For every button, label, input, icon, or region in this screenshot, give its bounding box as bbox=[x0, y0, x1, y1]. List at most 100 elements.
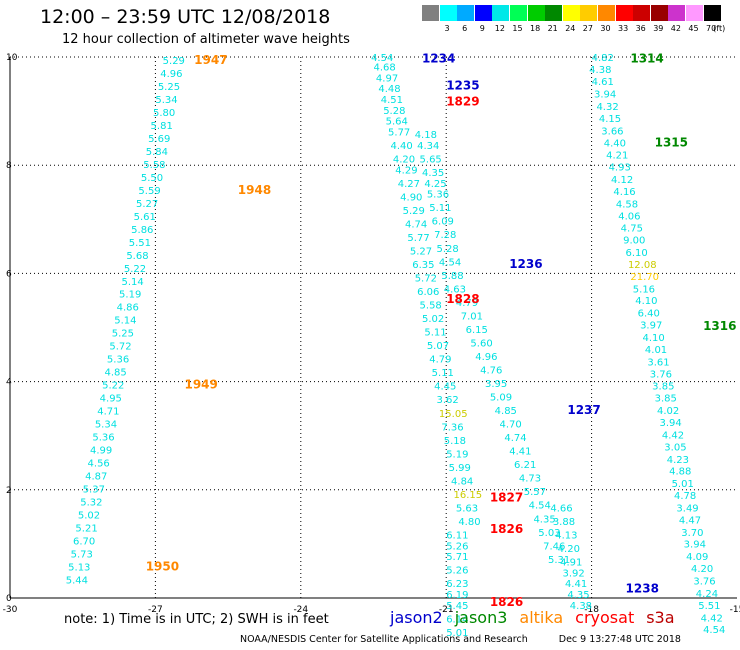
data-label: 7.01 bbox=[461, 311, 483, 322]
color-scale-label: 36 bbox=[635, 24, 646, 33]
data-label: 4.32 bbox=[596, 102, 618, 113]
y-tick-label: 4 bbox=[6, 378, 12, 388]
data-label: 4.91 bbox=[560, 558, 582, 569]
data-label: 5.77 bbox=[407, 233, 429, 244]
data-label: 5.11 bbox=[424, 328, 446, 339]
data-label: 5.25 bbox=[158, 82, 180, 93]
color-scale-label: 27 bbox=[582, 24, 593, 33]
data-label: 4.10 bbox=[635, 296, 657, 307]
data-label: 4.41 bbox=[509, 447, 531, 458]
data-label: 21.70 bbox=[630, 272, 659, 283]
color-swatch bbox=[703, 5, 721, 21]
satellite-legend-cryosat: cryosat bbox=[575, 608, 635, 627]
data-label: 3.94 bbox=[659, 418, 681, 429]
data-label: 5.22 bbox=[124, 264, 146, 275]
data-label: 4.82 bbox=[592, 53, 614, 64]
color-scale-label: 39 bbox=[653, 24, 664, 33]
data-label: 4.23 bbox=[667, 455, 689, 466]
color-scale-label: 3 bbox=[444, 24, 450, 33]
data-label: 4.70 bbox=[500, 420, 522, 431]
data-label: 5.11 bbox=[429, 203, 451, 214]
footnote: note: 1) Time is in UTC; 2) SWH is in fe… bbox=[64, 612, 329, 627]
data-label: 4.02 bbox=[657, 406, 679, 417]
track-time-label: 1828 bbox=[446, 292, 479, 306]
data-label: 4.20 bbox=[393, 154, 415, 165]
track-time-label: 1829 bbox=[446, 95, 479, 109]
data-label: 3.05 bbox=[664, 442, 686, 453]
data-label: 3.76 bbox=[693, 576, 715, 587]
y-tick-label: 8 bbox=[6, 161, 12, 171]
data-label: 5.18 bbox=[444, 436, 466, 447]
data-label: 5.02 bbox=[422, 314, 444, 325]
color-scale-label: 15 bbox=[512, 24, 523, 33]
data-label: 5.36 bbox=[107, 355, 129, 366]
color-scale-label: 21 bbox=[547, 24, 558, 33]
data-label: 5.37 bbox=[83, 485, 105, 496]
data-label: 4.97 bbox=[376, 73, 398, 84]
data-label: 4.96 bbox=[160, 69, 182, 80]
data-label: 3.85 bbox=[652, 382, 674, 393]
data-label: 5.19 bbox=[119, 290, 141, 301]
x-tick-label: -27 bbox=[148, 605, 163, 615]
data-label: 5.29 bbox=[163, 56, 185, 67]
data-label: 6.09 bbox=[432, 217, 454, 228]
data-label: 4.74 bbox=[405, 219, 427, 230]
data-label: 5.28 bbox=[437, 244, 459, 255]
data-label: 4.93 bbox=[609, 163, 631, 174]
data-label: 5.71 bbox=[446, 552, 468, 563]
data-label: 5.01 bbox=[446, 628, 468, 639]
y-tick-label: 10 bbox=[6, 53, 18, 63]
data-label: 6.21 bbox=[514, 460, 536, 471]
color-swatch bbox=[598, 5, 615, 21]
data-label: 4.29 bbox=[395, 165, 417, 176]
data-label: 5.22 bbox=[102, 381, 124, 392]
data-label: 4.13 bbox=[555, 530, 577, 541]
track-time-label: 1315 bbox=[655, 135, 688, 149]
data-label: 5.14 bbox=[121, 277, 143, 288]
data-label: 7.28 bbox=[434, 230, 456, 241]
data-label: 4.63 bbox=[444, 284, 466, 295]
color-scale-label: 18 bbox=[530, 24, 541, 33]
data-label: 4.51 bbox=[381, 95, 403, 106]
data-label: 12.08 bbox=[628, 260, 657, 271]
data-label: 5.07 bbox=[427, 341, 449, 352]
track-time-label: 1236 bbox=[509, 257, 542, 271]
data-label: 5.59 bbox=[138, 186, 160, 197]
color-swatch bbox=[580, 5, 598, 21]
data-label: 5.16 bbox=[633, 284, 655, 295]
data-label: 9.00 bbox=[623, 236, 645, 247]
page-title: 12:00 – 23:59 UTC 12/08/2018 bbox=[40, 6, 331, 28]
data-label: 4.79 bbox=[429, 355, 451, 366]
data-label: 4.27 bbox=[398, 179, 420, 190]
data-label: 3.49 bbox=[676, 503, 698, 514]
data-label: 4.76 bbox=[480, 365, 502, 376]
data-label: 5.45 bbox=[446, 601, 468, 612]
data-label: 3.97 bbox=[640, 321, 662, 332]
data-label: 5.01 bbox=[672, 479, 694, 490]
data-label: 5.03 bbox=[538, 528, 560, 539]
track-time-label: 1948 bbox=[238, 183, 271, 197]
color-swatch bbox=[474, 5, 492, 21]
data-label: 6.06 bbox=[417, 287, 439, 298]
x-tick-label: -24 bbox=[293, 605, 308, 615]
data-label: 5.68 bbox=[126, 251, 148, 262]
data-label: 5.14 bbox=[114, 316, 136, 327]
color-swatch bbox=[545, 5, 563, 21]
data-label: 5.29 bbox=[403, 206, 425, 217]
data-label: 3.88 bbox=[553, 517, 575, 528]
color-swatch bbox=[650, 5, 668, 21]
data-label: 4.40 bbox=[604, 138, 626, 149]
data-label: 4.88 bbox=[669, 467, 691, 478]
data-label: 5.72 bbox=[109, 342, 131, 353]
data-label: 5.36 bbox=[427, 190, 449, 201]
color-swatch bbox=[492, 5, 510, 21]
color-swatch bbox=[668, 5, 686, 21]
data-label: 5.72 bbox=[415, 274, 437, 285]
data-label: 4.25 bbox=[424, 179, 446, 190]
data-label: 3.66 bbox=[601, 126, 623, 137]
data-label: 4.75 bbox=[621, 224, 643, 235]
data-label: 4.16 bbox=[613, 187, 635, 198]
satellite-legend-s3a: s3a bbox=[646, 608, 675, 627]
data-label: 5.25 bbox=[112, 329, 134, 340]
data-label: 4.78 bbox=[674, 491, 696, 502]
